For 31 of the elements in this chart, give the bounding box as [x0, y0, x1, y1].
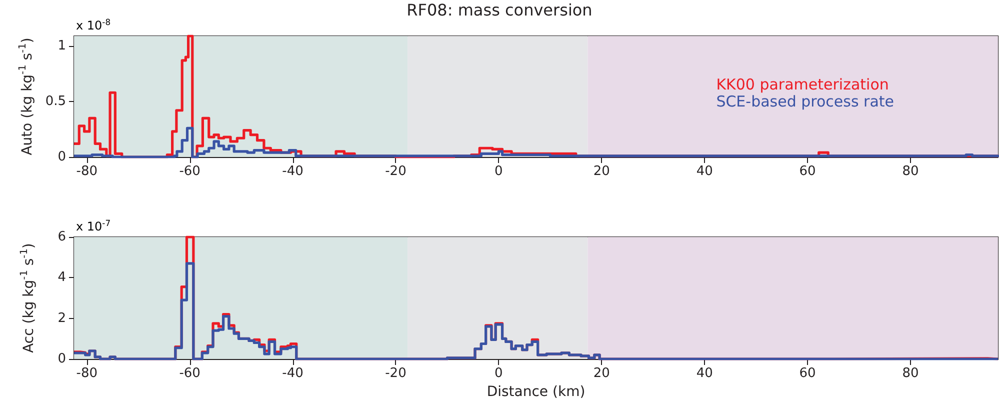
x-tick-label: 0 [494, 366, 503, 381]
x-tick-label: 80 [902, 164, 919, 179]
y-tick-label: 4 [58, 270, 66, 286]
y-tick-label: 0 [58, 352, 66, 366]
y-axis-title: Auto (kg kg-1 s-1) [18, 38, 36, 156]
x-tick-label: -80 [76, 366, 98, 381]
x-tick-label: -20 [385, 366, 406, 381]
x-tick-label: 40 [696, 164, 713, 179]
x-tick-label: 40 [696, 366, 713, 381]
y-tick-label: 2 [58, 310, 66, 326]
x-tick-label: 20 [593, 366, 610, 381]
y-tick-label: 0 [58, 150, 66, 164]
x-tick-label: -40 [282, 366, 304, 381]
x-tick-label: -40 [282, 164, 304, 179]
text: KK00 parameterization [716, 76, 889, 94]
x-tick-label: -80 [76, 164, 98, 179]
x-tick-label: -60 [179, 164, 200, 179]
x-tick-label: 60 [799, 366, 816, 381]
x-tick-label: 60 [799, 164, 816, 179]
y-tick-label: 6 [58, 230, 66, 244]
x-tick-label: 20 [593, 164, 610, 179]
x-tick-label: 80 [902, 366, 919, 381]
x-tick-label: -20 [385, 164, 406, 179]
y-tick-label: 1 [58, 38, 66, 54]
x-tick-label: -60 [179, 366, 200, 381]
y-tick-label: 0.5 [45, 94, 66, 109]
text: SCE-based process rate [716, 92, 894, 110]
chart-title: RF08: mass conversion [406, 0, 592, 20]
y-axis-title: Acc (kg kg-1 s-1) [19, 243, 37, 353]
x-tick-label: 0 [494, 164, 503, 179]
x-axis-title: Distance (km) [486, 384, 586, 400]
